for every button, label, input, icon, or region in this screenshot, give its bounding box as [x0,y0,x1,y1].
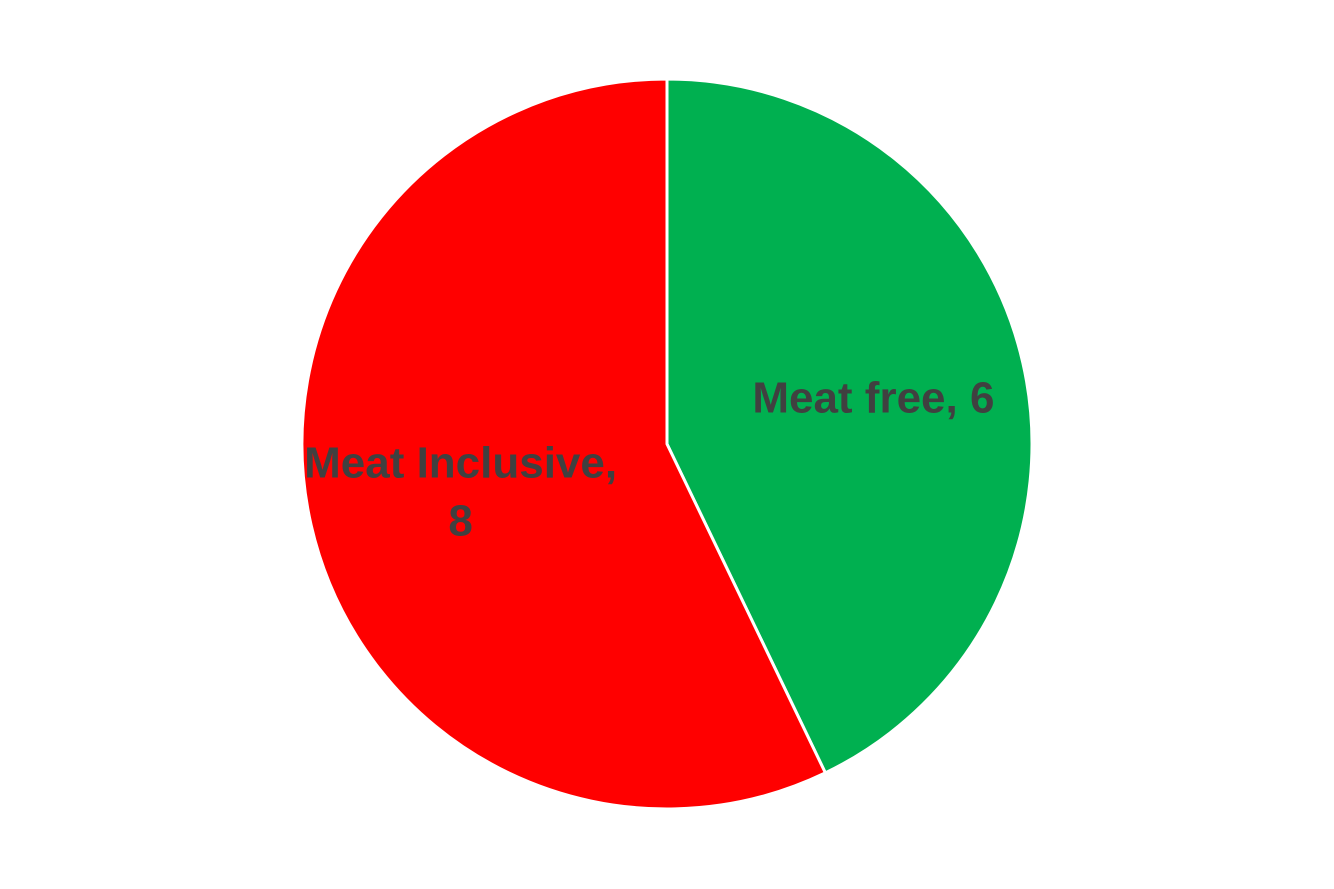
labels-layer: Meat free, 6 Meat Inclusive, 8 [304,373,994,545]
pie-slice-meat-inclusive [300,77,827,811]
data-label-meat-free: Meat free, 6 [752,373,994,422]
slices-layer [300,77,1034,811]
data-label-line: Meat free, 6 [752,373,994,422]
data-label-meat-inclusive: Meat Inclusive, 8 [304,439,617,546]
data-label-line: 8 [448,497,472,546]
data-label-line: Meat Inclusive, [304,439,617,488]
pie-slice-meat-free [665,77,1034,775]
